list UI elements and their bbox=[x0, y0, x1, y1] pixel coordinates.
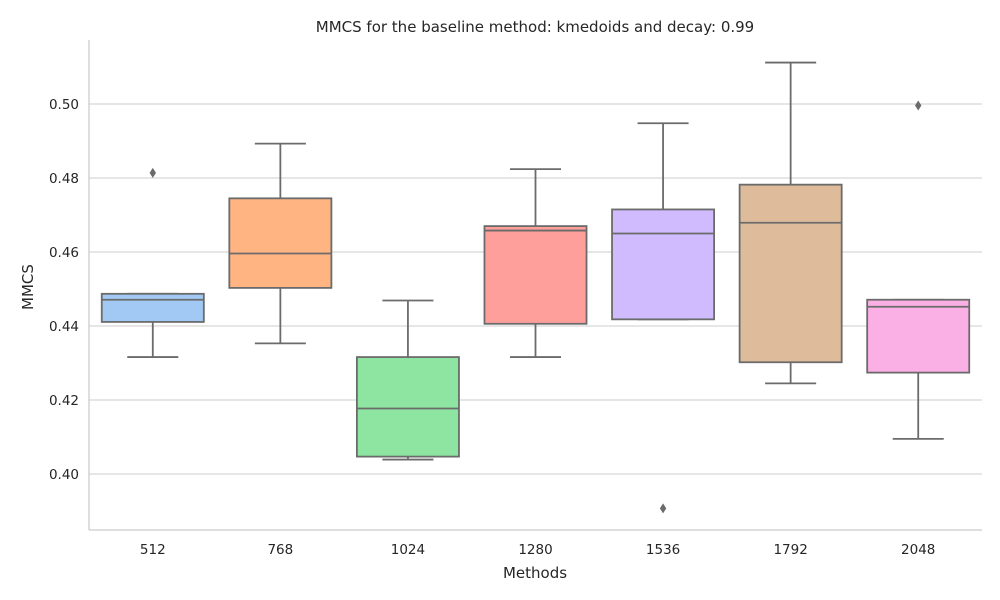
outlier-point bbox=[915, 100, 922, 111]
y-tick-label: 0.42 bbox=[49, 393, 79, 409]
box-group-512 bbox=[100, 167, 205, 358]
iqr-box bbox=[355, 356, 460, 458]
box-group-1280 bbox=[483, 168, 588, 358]
axes-spines bbox=[88, 40, 982, 531]
y-tick-label: 0.46 bbox=[49, 245, 79, 261]
box-series bbox=[100, 61, 971, 514]
x-axis-label: Methods bbox=[503, 564, 567, 582]
box-group-1792 bbox=[738, 61, 843, 385]
box-group-1024 bbox=[355, 299, 460, 461]
outlier-point bbox=[659, 503, 667, 514]
iqr-box bbox=[228, 197, 333, 289]
box-group-2048 bbox=[866, 100, 971, 440]
x-tick-label: 2048 bbox=[901, 542, 935, 558]
outlier-point bbox=[149, 167, 156, 178]
iqr-box bbox=[738, 183, 843, 364]
x-tick-label: 512 bbox=[140, 542, 166, 558]
y-tick-label: 0.44 bbox=[49, 319, 79, 335]
x-tick-label: 768 bbox=[267, 542, 293, 558]
box-group-768 bbox=[228, 142, 333, 345]
iqr-box bbox=[483, 225, 588, 325]
box-group-1536 bbox=[611, 122, 715, 514]
y-tick-label: 0.40 bbox=[49, 467, 79, 483]
x-tick-label: 1536 bbox=[646, 542, 680, 558]
chart-title: MMCS for the baseline method: kmedoids a… bbox=[316, 18, 754, 36]
x-tick-label: 1024 bbox=[391, 542, 425, 558]
x-tick-labels: 512 768 1024 1280 1536 1792 2048 bbox=[140, 542, 935, 558]
iqr-box bbox=[100, 292, 205, 323]
y-axis-label: MMCS bbox=[19, 264, 37, 310]
y-tick-label: 0.50 bbox=[49, 97, 79, 113]
x-tick-label: 1792 bbox=[773, 542, 807, 558]
iqr-box bbox=[611, 208, 715, 321]
x-tick-label: 1280 bbox=[518, 542, 552, 558]
y-tick-label: 0.48 bbox=[49, 171, 79, 187]
y-tick-labels: 0.40 0.42 0.44 0.46 0.48 0.50 bbox=[49, 97, 79, 483]
iqr-box bbox=[866, 298, 971, 374]
